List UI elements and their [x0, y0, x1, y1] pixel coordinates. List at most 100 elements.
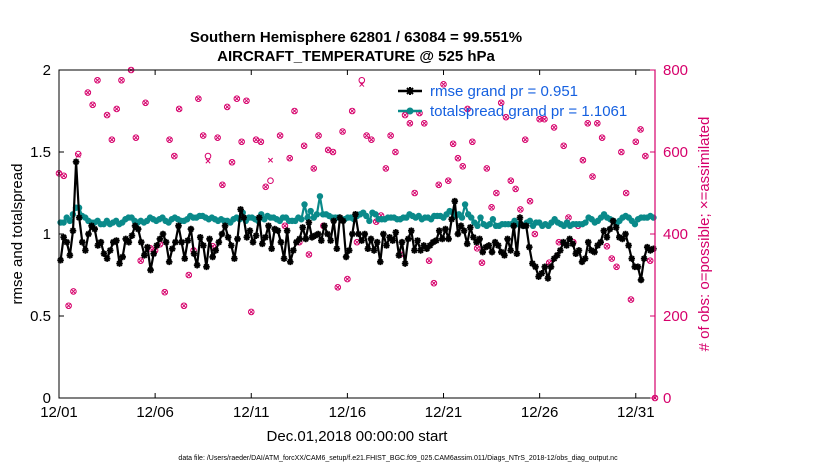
series-point-0	[349, 230, 356, 238]
obs-assimilated-marker	[541, 116, 548, 122]
obs-possible-marker	[594, 120, 601, 127]
obs-possible-marker	[392, 148, 399, 156]
series-point-0	[141, 252, 148, 259]
obs-possible-marker	[425, 257, 433, 264]
obs-assimilated-marker	[469, 139, 475, 145]
obs-possible-marker	[642, 152, 649, 160]
series-point-0	[181, 255, 189, 262]
obs-assimilated-marker	[527, 198, 533, 204]
series-point-0	[460, 227, 468, 235]
chart-title-line-2: AIRCRAFT_TEMPERATURE @ 525 hPa	[217, 48, 495, 65]
obs-possible-marker	[195, 95, 202, 102]
series-point-0	[609, 217, 617, 225]
obs-possible-marker	[233, 95, 241, 102]
series-point-0	[578, 258, 586, 266]
series-point-1	[372, 211, 379, 218]
obs-assimilated-marker	[186, 272, 192, 278]
series-point-0	[57, 256, 64, 264]
series-point-0	[321, 222, 328, 230]
series-point-0	[584, 238, 592, 246]
series-point-0	[290, 247, 297, 254]
series-point-0	[380, 230, 387, 238]
obs-possible-marker	[473, 245, 481, 252]
series-point-0	[376, 258, 384, 266]
series-point-0	[88, 222, 95, 230]
series-point-0	[134, 225, 142, 233]
x-tick-label: 12/16	[329, 404, 367, 421]
obs-possible-marker	[358, 76, 366, 84]
series-point-0	[491, 238, 499, 246]
obs-assimilated-marker	[215, 135, 221, 141]
obs-assimilated-marker	[114, 106, 120, 112]
series-point-0	[401, 260, 409, 267]
series-point-0	[265, 222, 272, 230]
obs-possible-marker	[646, 257, 654, 264]
series-point-0	[373, 238, 381, 246]
series-point-0	[311, 232, 319, 239]
series-point-0	[392, 229, 400, 236]
obs-assimilated-marker	[460, 163, 466, 169]
obs-possible-marker	[291, 107, 298, 115]
obs-assimilated-marker	[70, 288, 76, 294]
series-point-1	[468, 214, 475, 221]
obs-assimilated-marker	[239, 139, 245, 145]
obs-possible-marker	[579, 156, 587, 164]
obs-assimilated-marker	[402, 112, 408, 118]
series-point-0	[196, 233, 204, 241]
series-point-0	[175, 222, 182, 230]
series-point-0	[94, 242, 102, 249]
obs-assimilated-marker	[489, 204, 495, 210]
obs-assimilated-marker	[618, 149, 624, 155]
y-tick-label: 1.5	[30, 144, 51, 161]
left-y-axis-label: rmse and totalspread	[9, 164, 26, 305]
series-point-0	[355, 230, 362, 238]
series-point-0	[221, 222, 229, 230]
series-point-1	[461, 201, 469, 208]
obs-assimilated-marker	[474, 245, 480, 251]
obs-possible-marker	[521, 136, 529, 143]
obs-possible-marker	[228, 158, 236, 166]
obs-possible-marker	[420, 120, 428, 127]
obs-assimilated-marker	[234, 96, 240, 102]
y-right-tick-label: 400	[663, 226, 688, 243]
obs-assimilated-marker	[445, 178, 451, 184]
obs-possible-marker	[161, 288, 169, 296]
obs-assimilated-marker	[493, 190, 499, 196]
x-tick-label: 12/31	[617, 404, 655, 421]
series-point-0	[442, 225, 449, 233]
series-point-0	[516, 214, 524, 221]
series-point-0	[296, 235, 303, 243]
obs-possible-marker	[137, 257, 145, 264]
obs-assimilated-marker	[301, 143, 307, 149]
obs-assimilated-marker	[138, 258, 144, 264]
series-point-0	[69, 227, 77, 235]
series-point-0	[529, 260, 536, 267]
obs-possible-marker	[84, 89, 92, 96]
x-tick-label: 12/11	[233, 404, 269, 421]
series-point-0	[429, 238, 437, 246]
series-point-0	[470, 233, 477, 241]
obs-assimilated-marker	[243, 98, 250, 104]
obs-assimilated-marker	[647, 258, 653, 264]
series-point-1	[526, 217, 534, 225]
series-point-0	[231, 255, 238, 262]
legend-spread-label: totalspread grand pr = 1.1061	[430, 103, 627, 120]
obs-possible-marker	[344, 275, 351, 283]
series-point-0	[215, 238, 223, 246]
obs-possible-marker	[286, 154, 294, 162]
obs-assimilated-marker	[565, 215, 572, 221]
series-point-0	[510, 222, 518, 230]
obs-possible-marker	[180, 302, 188, 310]
series-point-0	[383, 242, 390, 249]
y-tick-label: 1	[43, 226, 51, 243]
series-point-0	[538, 270, 545, 277]
obs-possible-marker	[464, 105, 471, 113]
obs-possible-marker	[608, 255, 616, 262]
series-point-1	[489, 216, 497, 223]
y-right-tick-label: 200	[663, 308, 688, 325]
obs-assimilated-marker	[561, 143, 567, 149]
obs-assimilated-marker	[589, 174, 596, 180]
series-point-0	[165, 258, 173, 266]
series-point-0	[612, 224, 620, 231]
